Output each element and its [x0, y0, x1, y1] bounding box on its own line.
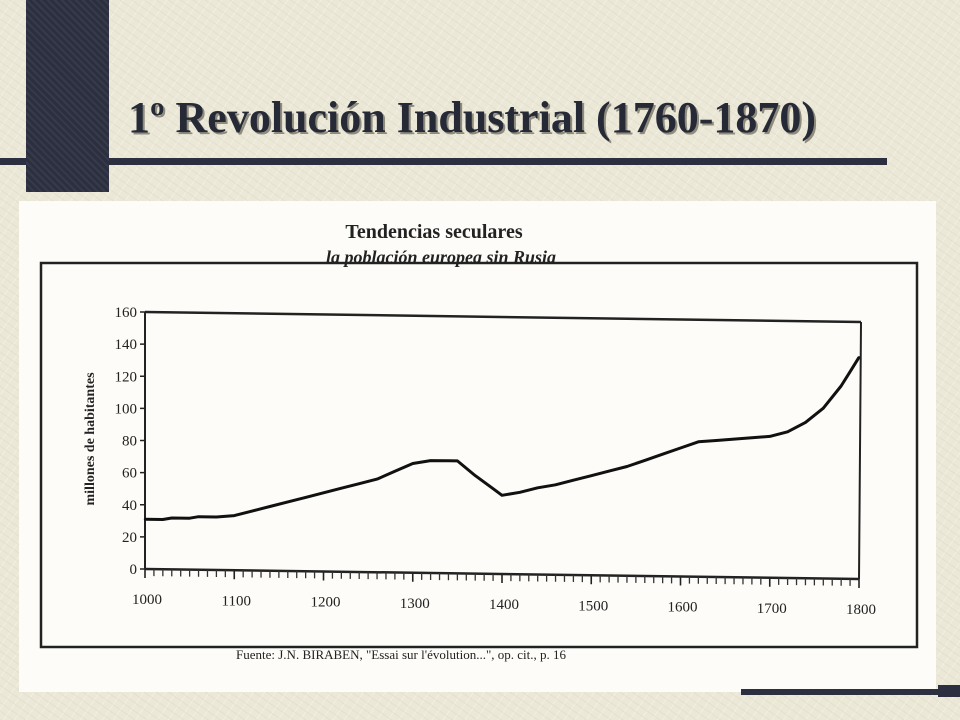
series-point [804, 421, 807, 424]
series-point [188, 517, 191, 520]
y-tick-label: 100 [115, 401, 138, 417]
series-point [250, 509, 254, 513]
series-point [554, 483, 557, 486]
series-point [143, 518, 147, 521]
series-point [536, 486, 539, 489]
chart-subtitle: la población europea sin Rusia [326, 247, 556, 267]
chart-outer-frame [39, 261, 919, 649]
x-tick-label: 1600 [668, 600, 698, 616]
series-point [340, 487, 343, 490]
series-point [474, 474, 477, 477]
series-point [286, 500, 289, 504]
y-tick-label: 160 [115, 305, 138, 321]
series-point [304, 496, 307, 499]
chart-source-note: Fuente: J.N. BIRABEN, "Essai sur l'évolu… [236, 647, 566, 662]
series-point [572, 479, 575, 482]
series-point [848, 370, 852, 373]
series-point [839, 384, 843, 388]
plot-right-border [858, 321, 862, 580]
y-tick-label: 40 [122, 498, 137, 514]
footer-rule [741, 689, 960, 695]
series-point-group [143, 356, 861, 521]
series-point [215, 515, 218, 519]
series-point [661, 452, 664, 456]
series-point [590, 474, 593, 477]
y-axis-title: millones de habitantes [83, 372, 98, 506]
y-tick-label: 20 [122, 530, 137, 546]
series-point [518, 491, 522, 494]
title-rule-left [0, 158, 26, 165]
x-tick-label: 1300 [400, 596, 430, 612]
plot-top-border [144, 310, 862, 324]
footer-rule-end [938, 685, 960, 697]
series-point [411, 462, 414, 465]
title-side-block [26, 0, 109, 192]
series-point [322, 491, 325, 494]
x-tick-group: 1000 1100 1200 1300 1400 1500 1600 1700 1800 [132, 569, 876, 618]
series-point [268, 505, 272, 508]
series-line-population [144, 356, 861, 521]
series-point [857, 356, 861, 359]
series-point [197, 515, 200, 518]
series-point [750, 436, 754, 439]
x-minor-tick-group [153, 569, 851, 586]
slide-title: 1º Revolución Industrial (1760-1870) [128, 93, 816, 142]
x-tick-label: 1700 [757, 601, 787, 617]
x-tick-label: 1000 [132, 592, 162, 608]
series-point [768, 435, 771, 438]
series-point [375, 477, 379, 481]
chart-image-panel: Tendencias seculares la población europe… [19, 201, 936, 692]
x-tick-label: 1800 [846, 602, 876, 618]
series-point [170, 516, 173, 520]
title-rule [109, 158, 887, 165]
series-point [491, 487, 495, 490]
chart-title: Tendencias seculares [345, 221, 522, 243]
series-point [456, 459, 459, 463]
series-point [732, 437, 736, 441]
x-tick-label: 1500 [578, 598, 608, 614]
x-tick-label: 1200 [311, 595, 341, 611]
population-chart: Tendencias seculares la población europe… [39, 221, 919, 662]
y-tick-label: 0 [130, 562, 138, 578]
x-tick-label: 1400 [489, 597, 519, 613]
series-point [607, 469, 611, 473]
series-point [500, 494, 504, 497]
series-point [447, 459, 450, 463]
y-tick-label: 140 [115, 337, 138, 353]
series-point [625, 465, 629, 468]
series-point [161, 518, 165, 521]
series-point [697, 440, 700, 444]
series-point [715, 439, 718, 442]
series-point [233, 514, 236, 517]
x-tick-label: 1100 [222, 593, 251, 609]
series-point [822, 407, 825, 410]
series-point [393, 470, 397, 473]
series-point [358, 482, 361, 485]
series-point [786, 430, 789, 434]
y-tick-label: 80 [122, 434, 137, 450]
series-point [429, 459, 432, 462]
series-point [679, 446, 682, 450]
y-tick-label: 120 [115, 369, 138, 385]
series-point [643, 459, 646, 462]
y-tick-group: 0 20 40 60 80 100 120 140 160 [115, 305, 145, 578]
y-tick-label: 60 [122, 466, 137, 482]
